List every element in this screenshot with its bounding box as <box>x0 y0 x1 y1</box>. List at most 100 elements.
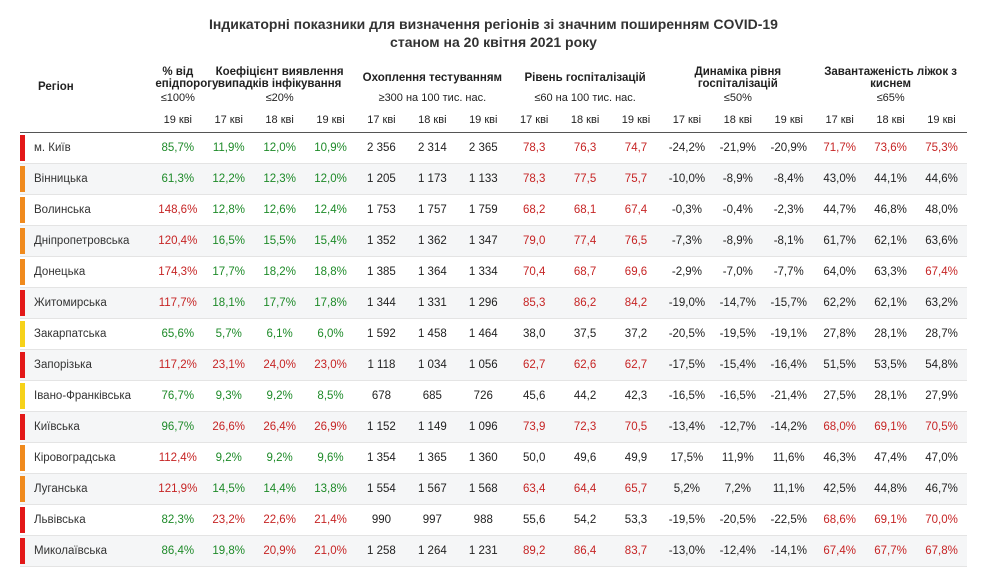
value-cell: 27,5% <box>814 381 865 412</box>
value-cell: 71,7% <box>814 133 865 164</box>
value-cell: 82,3% <box>152 505 203 536</box>
value-cell: 70,4 <box>509 257 560 288</box>
value-cell: 86,2 <box>560 288 611 319</box>
value-cell: 83,7 <box>611 536 662 567</box>
hdr-test: Охоплення тестуванням <box>356 60 509 92</box>
value-cell: -2,3% <box>763 195 814 226</box>
value-cell: 1 347 <box>458 226 509 257</box>
value-cell: 63,4 <box>509 474 560 505</box>
region-cell: Луганська <box>20 474 152 505</box>
value-cell: 13,8% <box>305 474 356 505</box>
value-cell: 16,5% <box>203 226 254 257</box>
value-cell: 20,9% <box>254 536 305 567</box>
value-cell: 1 759 <box>458 195 509 226</box>
value-cell: 1 344 <box>356 288 407 319</box>
table-header: Регіон % від епідпорогу Коефіцієнт виявл… <box>20 60 967 133</box>
value-cell: 61,3% <box>152 164 203 195</box>
value-cell: 50,0 <box>509 443 560 474</box>
value-cell: 75,7 <box>611 164 662 195</box>
value-cell: 43,0% <box>814 164 865 195</box>
value-cell: -14,2% <box>763 412 814 443</box>
value-cell: 96,7% <box>152 412 203 443</box>
value-cell: 46,7% <box>916 474 967 505</box>
value-cell: -16,4% <box>763 350 814 381</box>
region-cell: Вінницька <box>20 164 152 195</box>
value-cell: 46,3% <box>814 443 865 474</box>
value-cell: -8,4% <box>763 164 814 195</box>
value-cell: -19,5% <box>712 319 763 350</box>
value-cell: 8,5% <box>305 381 356 412</box>
region-cell: Миколаївська <box>20 536 152 567</box>
hdr-date: 18 кві <box>254 110 305 133</box>
table-row: Житомирська117,7%18,1%17,7%17,8%1 3441 3… <box>20 288 967 319</box>
indicator-table: Регіон % від епідпорогу Коефіцієнт виявл… <box>20 60 967 567</box>
table-row: Івано-Франківська76,7%9,3%9,2%8,5%678685… <box>20 381 967 412</box>
value-cell: 15,4% <box>305 226 356 257</box>
value-cell: 44,7% <box>814 195 865 226</box>
value-cell: 68,7 <box>560 257 611 288</box>
value-cell: 1 334 <box>458 257 509 288</box>
region-cell: Донецька <box>20 257 152 288</box>
value-cell: 1 231 <box>458 536 509 567</box>
value-cell: 1 258 <box>356 536 407 567</box>
value-cell: 17,5% <box>661 443 712 474</box>
value-cell: 26,4% <box>254 412 305 443</box>
value-cell: 24,0% <box>254 350 305 381</box>
value-cell: -16,5% <box>661 381 712 412</box>
value-cell: 42,3 <box>611 381 662 412</box>
value-cell: 62,7 <box>509 350 560 381</box>
value-cell: 9,2% <box>254 381 305 412</box>
value-cell: 11,6% <box>763 443 814 474</box>
value-cell: 68,1 <box>560 195 611 226</box>
value-cell: 49,9 <box>611 443 662 474</box>
value-cell: 70,0% <box>916 505 967 536</box>
hdr-date: 18 кві <box>407 110 458 133</box>
table-row: Кіровоградська112,4%9,2%9,2%9,6%1 3541 3… <box>20 443 967 474</box>
value-cell: 1 592 <box>356 319 407 350</box>
value-cell: -20,9% <box>763 133 814 164</box>
value-cell: 9,3% <box>203 381 254 412</box>
value-cell: 69,1% <box>865 412 916 443</box>
value-cell: 1 385 <box>356 257 407 288</box>
value-cell: 1 149 <box>407 412 458 443</box>
value-cell: 69,1% <box>865 505 916 536</box>
value-cell: 62,1% <box>865 226 916 257</box>
value-cell: -7,3% <box>661 226 712 257</box>
hdr-date: 17 кві <box>661 110 712 133</box>
value-cell: 1 365 <box>407 443 458 474</box>
value-cell: -13,4% <box>661 412 712 443</box>
value-cell: 53,5% <box>865 350 916 381</box>
value-cell: 18,1% <box>203 288 254 319</box>
region-cell: Закарпатська <box>20 319 152 350</box>
region-cell: Дніпропетровська <box>20 226 152 257</box>
value-cell: 65,6% <box>152 319 203 350</box>
value-cell: 1 173 <box>407 164 458 195</box>
value-cell: 23,2% <box>203 505 254 536</box>
value-cell: -16,5% <box>712 381 763 412</box>
value-cell: 27,9% <box>916 381 967 412</box>
value-cell: 23,0% <box>305 350 356 381</box>
value-cell: 72,3 <box>560 412 611 443</box>
value-cell: 1 568 <box>458 474 509 505</box>
value-cell: -13,0% <box>661 536 712 567</box>
value-cell: 54,8% <box>916 350 967 381</box>
table-row: Донецька174,3%17,7%18,2%18,8%1 3851 3641… <box>20 257 967 288</box>
value-cell: 9,2% <box>203 443 254 474</box>
value-cell: 48,0% <box>916 195 967 226</box>
value-cell: 1 352 <box>356 226 407 257</box>
value-cell: 28,1% <box>865 381 916 412</box>
value-cell: 44,2 <box>560 381 611 412</box>
value-cell: 5,7% <box>203 319 254 350</box>
value-cell: 117,7% <box>152 288 203 319</box>
value-cell: 11,9% <box>712 443 763 474</box>
table-row: Львівська82,3%23,2%22,6%21,4%99099798855… <box>20 505 967 536</box>
value-cell: 1 034 <box>407 350 458 381</box>
value-cell: 73,9 <box>509 412 560 443</box>
value-cell: 67,4 <box>611 195 662 226</box>
value-cell: 17,7% <box>254 288 305 319</box>
value-cell: 121,9% <box>152 474 203 505</box>
value-cell: 44,1% <box>865 164 916 195</box>
region-cell: м. Київ <box>20 133 152 164</box>
value-cell: 62,2% <box>814 288 865 319</box>
table-row: Вінницька61,3%12,2%12,3%12,0%1 2051 1731… <box>20 164 967 195</box>
